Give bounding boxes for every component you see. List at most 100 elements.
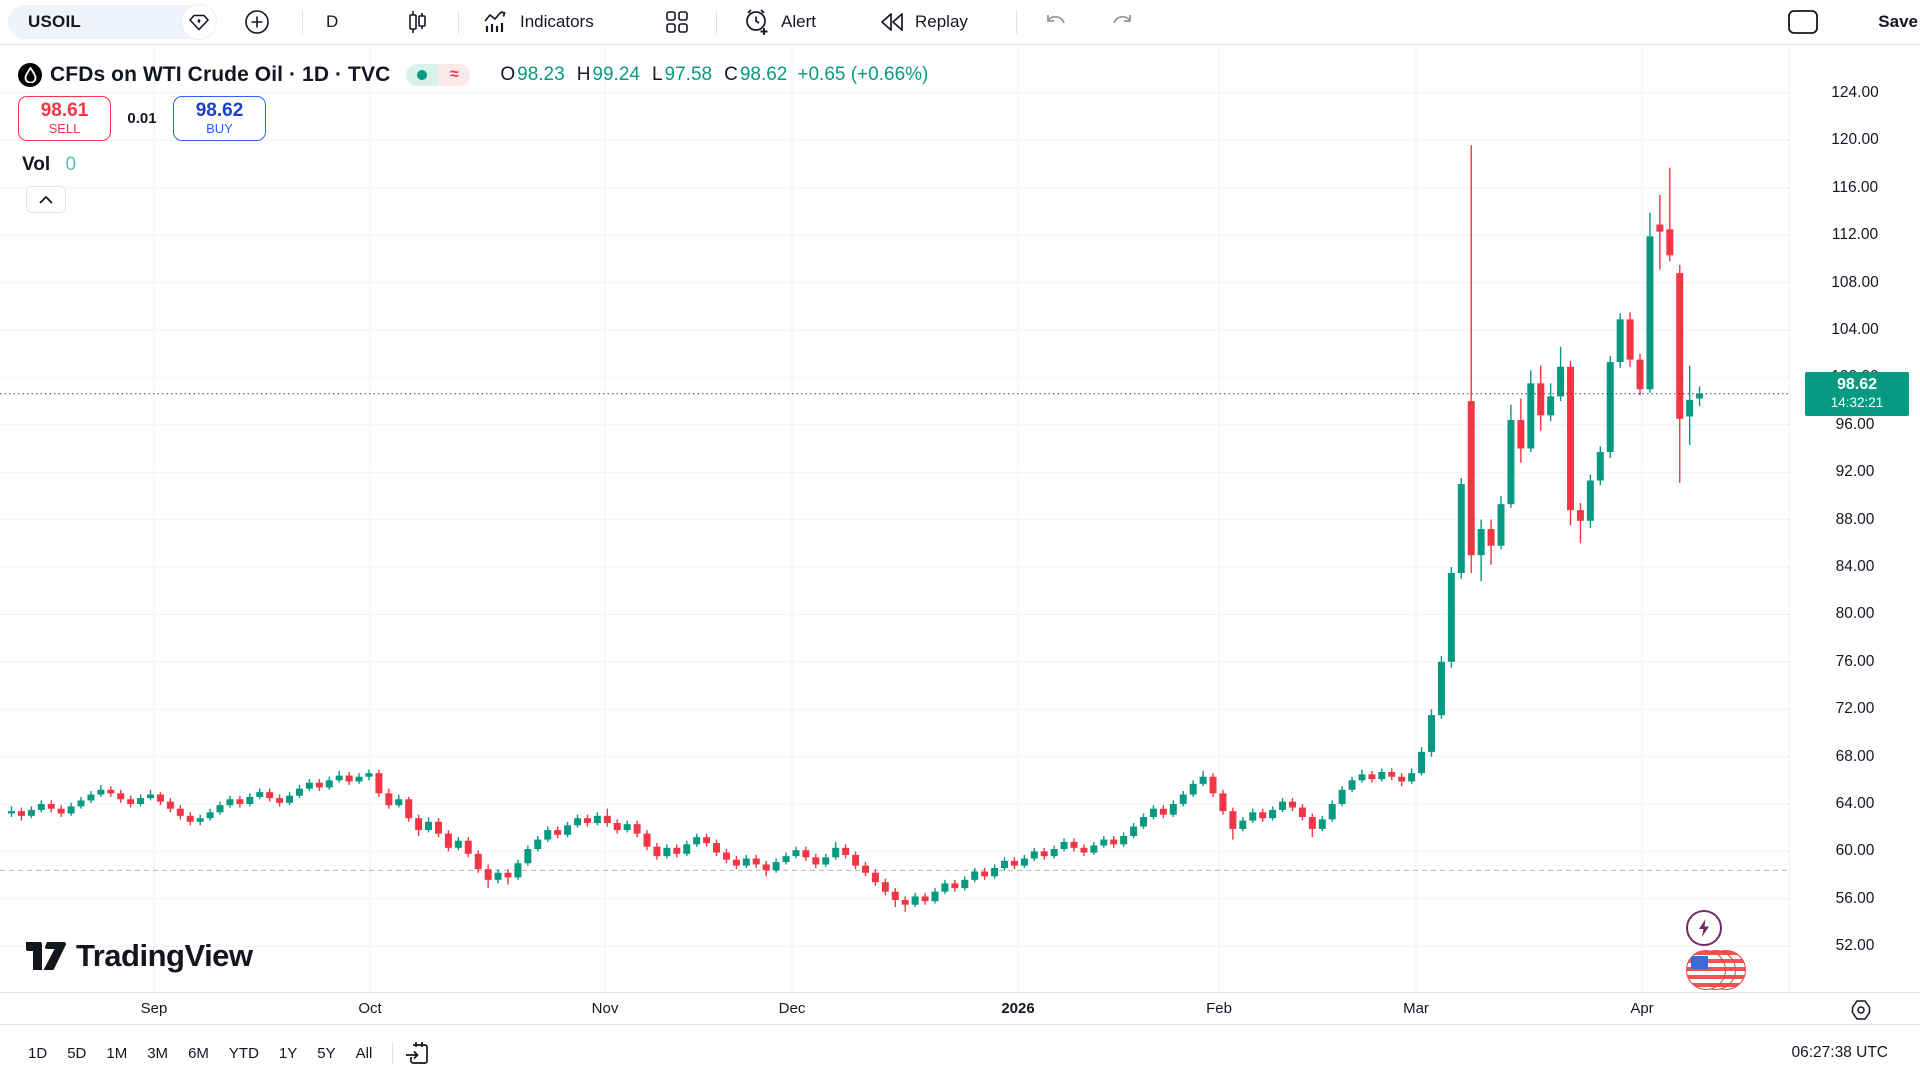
range-button-ytd[interactable]: YTD <box>228 1044 259 1062</box>
layout-grid-button[interactable] <box>664 0 690 44</box>
range-button-3m[interactable]: 3M <box>147 1044 169 1062</box>
indicators-button[interactable]: Indicators <box>482 0 594 44</box>
candle-body <box>1437 661 1445 716</box>
pane-collapse-button[interactable] <box>26 186 66 213</box>
open-value: 98.23 <box>517 64 565 85</box>
range-button-5d[interactable]: 5D <box>67 1044 87 1062</box>
undo-button[interactable] <box>1042 0 1070 44</box>
candle-body <box>1239 820 1247 829</box>
tradingview-logo-text: TradingView <box>76 938 253 973</box>
range-button-all[interactable]: All <box>355 1044 373 1062</box>
candle-body <box>514 863 522 878</box>
range-button-6m[interactable]: 6M <box>188 1044 209 1062</box>
price-axis-label: 68.00 <box>1835 747 1875 765</box>
candle-body <box>1596 452 1604 481</box>
interval-button[interactable]: D <box>326 0 338 44</box>
candle-body <box>1279 801 1287 810</box>
symbol-search-pill[interactable]: USOIL <box>8 5 216 39</box>
candle-body <box>166 801 174 809</box>
candle-body <box>643 833 651 847</box>
sell-button[interactable]: 98.61 SELL <box>18 96 111 141</box>
candle-body <box>574 818 582 826</box>
ohlc-values: O 98.23 H 99.24 L 97.58 C 98.62 +0.65 (+0.66… <box>486 64 928 86</box>
candle-body <box>1259 812 1267 819</box>
candle-body <box>1636 359 1644 390</box>
candle-body <box>1288 801 1296 808</box>
sell-price: 98.61 <box>40 100 89 122</box>
candle-body <box>1537 383 1545 416</box>
toolbar-separator <box>716 10 717 34</box>
market-flags-icon[interactable] <box>1686 950 1748 992</box>
candle-body <box>137 798 145 804</box>
bar-countdown: 14:32:21 <box>1830 394 1884 410</box>
replay-button[interactable]: Replay <box>878 0 968 44</box>
candle-body <box>1477 529 1485 556</box>
chart-pane[interactable] <box>0 45 1788 992</box>
candle-body <box>1696 393 1704 399</box>
range-button-1m[interactable]: 1M <box>106 1044 128 1062</box>
candle-body <box>325 780 333 788</box>
scale-settings-icon[interactable] <box>1848 997 1874 1028</box>
legend-title[interactable]: CFDs on WTI Crude Oil · 1D · TVC <box>50 63 391 86</box>
candle-body <box>623 824 631 831</box>
time-axis-label: Sep <box>140 1000 168 1017</box>
sell-label: SELL <box>48 121 81 137</box>
current-price-tag: 98.62 14:32:21 <box>1805 371 1909 416</box>
price-axis-label: 60.00 <box>1835 842 1875 860</box>
alert-button[interactable]: Alert <box>742 0 816 44</box>
candle-body <box>186 815 194 822</box>
candle-body <box>295 788 303 796</box>
realtime-lightning-icon[interactable] <box>1686 910 1722 946</box>
candle-body <box>1567 366 1575 511</box>
manage-layouts-button[interactable] <box>1786 0 1820 44</box>
candle-body <box>901 899 909 905</box>
save-button[interactable]: Save <box>1878 0 1918 44</box>
candle-body <box>345 775 353 782</box>
candle-body <box>1507 420 1515 505</box>
close-label: C <box>724 64 738 85</box>
candle-body <box>1149 808 1157 818</box>
candle-body <box>881 882 889 892</box>
price-axis-label: 112.00 <box>1831 226 1879 244</box>
symbol-name: USOIL <box>28 12 81 31</box>
candle-body <box>286 795 294 803</box>
time-axis-label: Oct <box>358 1000 382 1017</box>
go-to-date-button[interactable] <box>403 1039 431 1067</box>
candle-body <box>931 891 939 902</box>
compare-add-symbol-button[interactable] <box>243 0 271 44</box>
replay-label: Replay <box>915 12 968 31</box>
price-axis-label: 96.00 <box>1835 415 1875 433</box>
candle-body <box>1020 858 1028 866</box>
range-button-1y[interactable]: 1Y <box>278 1044 298 1062</box>
interval-label: D <box>326 12 339 31</box>
candle-body <box>147 794 155 799</box>
candle-body <box>1209 776 1217 794</box>
candle-body <box>822 857 830 865</box>
time-axis-label: Mar <box>1403 1000 1429 1017</box>
redo-button[interactable] <box>1108 0 1136 44</box>
range-button-1d[interactable]: 1D <box>28 1044 48 1062</box>
candle-body <box>1269 809 1277 819</box>
time-axis[interactable]: Sep Oct Nov Dec 2026 Feb Mar Apr <box>0 992 1920 1025</box>
candle-body <box>792 850 800 857</box>
candle-body <box>1358 774 1366 781</box>
candle-body <box>842 847 850 855</box>
session-clock[interactable]: 06:27:38 UTC <box>1791 1044 1889 1061</box>
market-status-pill[interactable]: ≈ <box>406 64 471 86</box>
candle-body <box>1140 817 1148 827</box>
tradingview-logo[interactable]: TradingView <box>24 938 253 974</box>
buy-button[interactable]: 98.62 BUY <box>173 96 266 141</box>
candle-body <box>1388 772 1396 777</box>
candle-body <box>1517 420 1525 449</box>
time-axis-label: 2026 <box>1001 1000 1035 1017</box>
candle-body <box>365 773 373 777</box>
volume-value: 0 <box>65 154 77 175</box>
range-button-5y[interactable]: 5Y <box>317 1044 336 1062</box>
chart-type-button[interactable] <box>405 0 431 44</box>
price-scale[interactable]: 98.62 14:32:21 124.00 120.00 116.00 112.00 1… <box>1789 45 1920 992</box>
save-label: Save <box>1878 12 1918 31</box>
candle-body <box>107 789 115 794</box>
candle-body <box>1547 396 1555 416</box>
candle-body <box>67 806 75 814</box>
oil-drop-logo-icon <box>18 63 42 87</box>
